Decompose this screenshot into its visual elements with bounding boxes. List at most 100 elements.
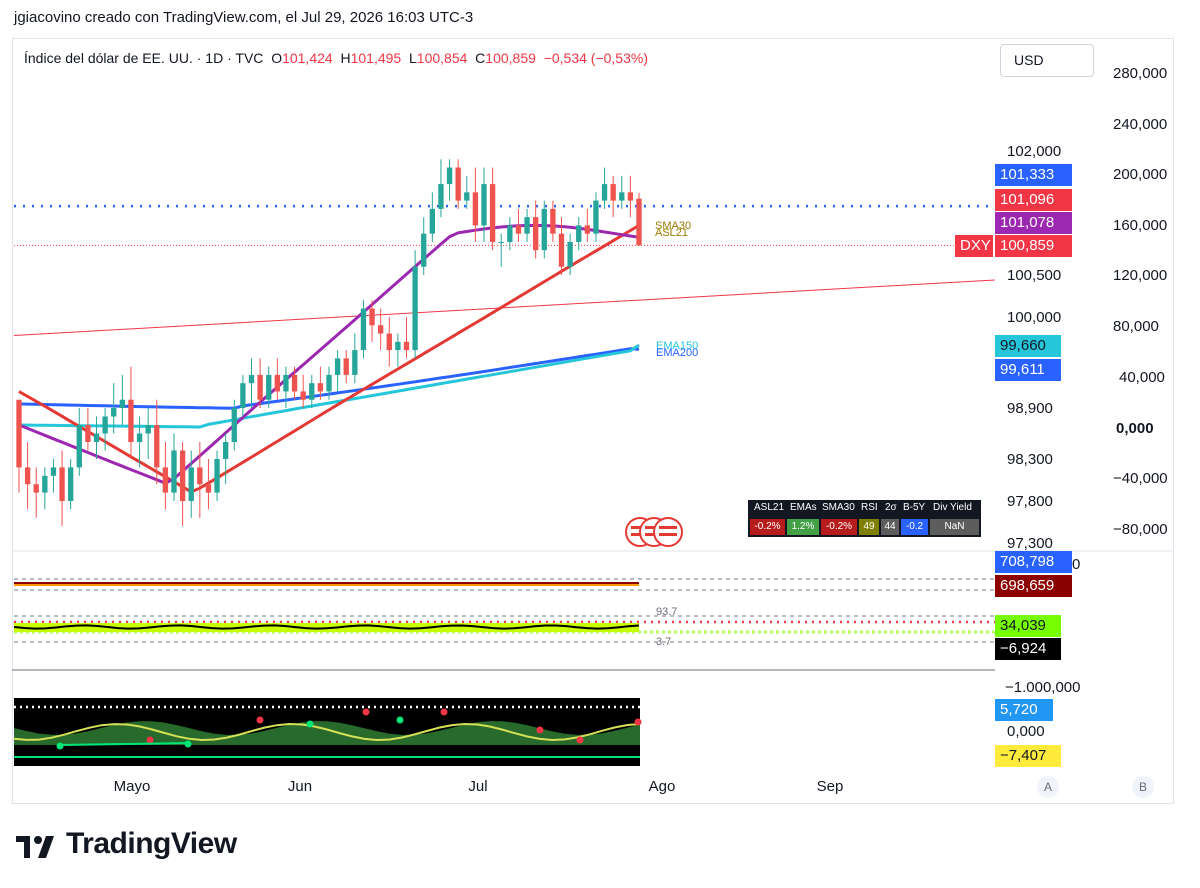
stats-header: RSI xyxy=(861,502,878,513)
secondary-axis-label: 200,000 xyxy=(1113,166,1168,183)
candle-body xyxy=(515,225,522,234)
candle-body xyxy=(257,374,263,400)
low-label: L xyxy=(408,50,417,66)
x-axis-label: Jul xyxy=(468,778,488,795)
candle-body xyxy=(412,266,418,351)
open-label: O xyxy=(271,50,283,66)
secondary-axis-label: −40,000 xyxy=(1113,470,1168,487)
chart-credit: jgiacovino creado con TradingView.com, e… xyxy=(14,9,474,26)
candle-body xyxy=(171,450,177,493)
us-flag-stripe xyxy=(659,533,677,536)
us-flag-event-icon xyxy=(653,517,683,547)
stats-header: 2σ xyxy=(885,502,897,513)
secondary-axis-label: 280,000 xyxy=(1113,65,1168,82)
candle-body xyxy=(343,358,349,375)
stats-value: 49 xyxy=(859,519,879,535)
close-label: C xyxy=(475,50,486,66)
candle-body xyxy=(610,184,616,201)
stats-table: ASL21 EMAs SMA30 RSI 2σ B-5Y Div Yield -… xyxy=(748,500,981,537)
candle-body xyxy=(627,192,634,201)
candle-body xyxy=(179,450,186,501)
ema200-label: EMA200 xyxy=(656,347,699,359)
pane4-axis-zero: 0,000 xyxy=(1007,723,1045,740)
price-tag-sma30: 101,078 xyxy=(995,212,1072,234)
candle-body xyxy=(33,484,39,493)
symbol-header: Índice del dólar de EE. UU. · 1D · TVC O… xyxy=(24,50,648,66)
candle-body xyxy=(59,467,65,501)
candle-body xyxy=(205,484,212,493)
x-axis-label: Sep xyxy=(816,778,844,795)
candle-body xyxy=(111,408,117,417)
candle-body xyxy=(214,459,220,493)
candle-body xyxy=(283,374,289,392)
candle-body xyxy=(636,198,642,246)
candle-body xyxy=(300,391,306,400)
tradingview-logo-icon xyxy=(16,836,54,858)
stats-header: B-5Y xyxy=(903,502,926,513)
oscillator-signal-line xyxy=(59,742,189,746)
stats-value: 1.2% xyxy=(787,519,819,535)
price-axis-label: 98,300 xyxy=(1007,451,1053,468)
price-tag-asl21: 101,096 xyxy=(995,189,1072,211)
symbol-name[interactable]: Índice del dólar de EE. UU. · 1D · TVC xyxy=(24,50,264,66)
x-axis-label: Jun xyxy=(287,778,313,795)
price-axis-label: 98,900 xyxy=(1007,400,1053,417)
candle-body xyxy=(93,433,100,442)
tradingview-brand: TradingView xyxy=(66,827,237,860)
candle-body xyxy=(85,425,91,442)
oscillator-signal-dot xyxy=(396,716,404,724)
oscillator-area-green xyxy=(14,721,640,745)
candle-body xyxy=(352,350,358,375)
oscillator-signal-dot xyxy=(576,736,584,744)
candle-body xyxy=(619,192,625,201)
price-axis-label: 102,000 xyxy=(1007,143,1062,160)
candle-body xyxy=(128,399,134,442)
candle-body xyxy=(464,192,470,201)
candle-body xyxy=(550,208,556,234)
price-tag-ema150: 99,660 xyxy=(995,335,1061,357)
open-value: 101,424 xyxy=(282,50,333,66)
candle-body xyxy=(274,374,281,392)
candle-body xyxy=(145,425,151,434)
oscillator-signal-dot xyxy=(440,708,448,716)
price-axis-label: 100,500 xyxy=(1007,267,1062,284)
candle-body xyxy=(326,374,332,392)
candle-body xyxy=(188,467,194,501)
candle-body xyxy=(489,184,496,242)
candle-body xyxy=(197,467,203,485)
currency-button[interactable]: USD xyxy=(1000,44,1094,77)
oscillator-signal-dot xyxy=(146,736,154,744)
price-tag-last: 100,859 xyxy=(995,235,1072,257)
ema150-label: EMA150 xyxy=(656,340,699,352)
asl21-label: ASL21 xyxy=(655,227,689,239)
stats-header: SMA30 xyxy=(822,502,855,513)
secondary-axis-label: 40,000 xyxy=(1119,369,1165,386)
candle-body xyxy=(472,192,479,226)
oscillator-signal-dot xyxy=(634,718,642,726)
oscillator-signal-dot xyxy=(306,720,314,728)
candle-body xyxy=(50,467,57,476)
change-value: −0,534 (−0,53%) xyxy=(543,50,648,66)
ema150-line xyxy=(18,343,640,429)
candle-body xyxy=(222,442,229,459)
rsi-level-lower: 3.7 xyxy=(656,636,672,648)
stats-value: -0.2% xyxy=(821,519,857,535)
candle-body xyxy=(601,184,608,201)
auto-scale-button[interactable]: A xyxy=(1037,776,1059,798)
price-axis-label: 97,300 xyxy=(1007,535,1053,552)
pane2-tag-darkred: 698,659 xyxy=(995,575,1072,597)
price-axis-label: 100,000 xyxy=(1007,309,1062,326)
oscillator-line xyxy=(13,722,641,742)
stats-header: EMAs xyxy=(790,502,817,513)
stats-value: NaN xyxy=(930,519,979,535)
dxy-tag: DXY xyxy=(955,235,993,257)
candle-body xyxy=(231,408,237,442)
stats-header: ASL21 xyxy=(754,502,785,513)
candle-body xyxy=(102,416,108,434)
candle-body xyxy=(67,467,74,501)
candle-body xyxy=(541,208,547,251)
candle-body xyxy=(377,325,384,334)
candle-body xyxy=(76,425,82,468)
b-button[interactable]: B xyxy=(1132,776,1154,798)
